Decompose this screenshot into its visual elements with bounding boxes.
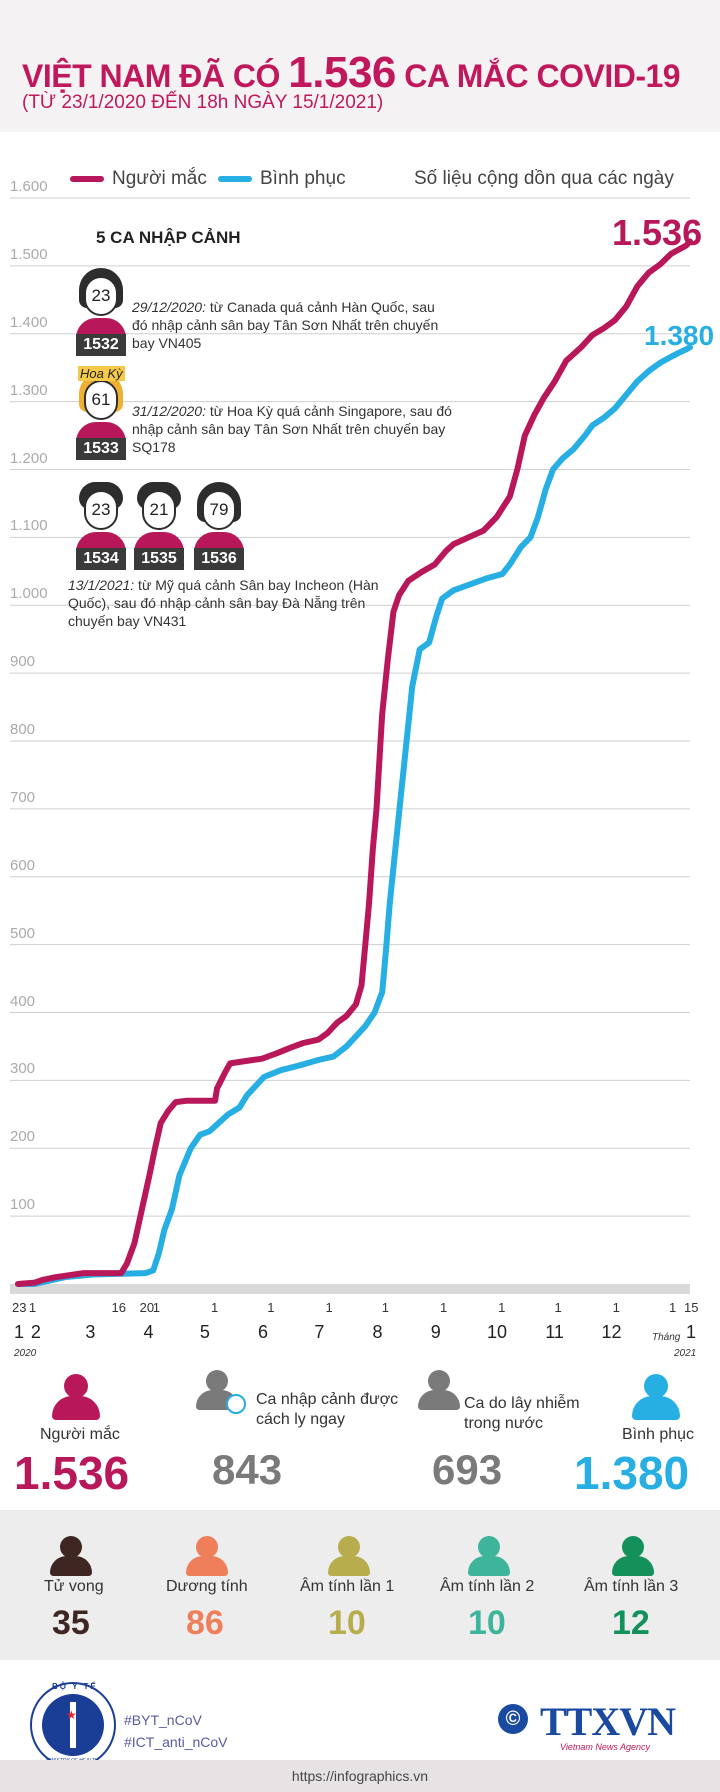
y-tick-label: 900	[10, 653, 36, 671]
chart-grid	[10, 197, 690, 1217]
stat-value-positive: 86	[186, 1604, 224, 1642]
legend-infected: Người mắc	[70, 168, 207, 190]
y-tick-label: 500	[10, 924, 36, 942]
stat-value-deaths: 35	[52, 1604, 90, 1642]
y-tick-label: 700	[10, 788, 36, 806]
case-avatar-1534: 23 1534	[76, 482, 126, 570]
y-tick-label: 1.000	[10, 585, 48, 603]
stat-value-domestic: 693	[432, 1446, 503, 1493]
legend-swatch-infected	[70, 175, 104, 182]
ttxvn-logo: TTXVN	[540, 1699, 676, 1744]
stat-label-infected: Người mắc	[40, 1426, 120, 1443]
x-month-label: 3	[85, 1322, 96, 1342]
x-month-label: 11	[545, 1322, 564, 1342]
header-band: VIỆT NAM ĐÃ CÓ 1.536 CA MẮC COVID-19 (TỪ…	[0, 0, 720, 132]
x-day-tick-label: 1	[28, 1300, 37, 1315]
legend-recovered: Bình phục	[218, 168, 346, 190]
y-tick-label: 1.400	[10, 313, 48, 331]
case-avatar-1536: 79 1536	[194, 482, 244, 570]
x-year-end: 2021	[674, 1348, 697, 1359]
case-avatar-1533: 61 1533	[76, 372, 126, 460]
stat-label-recovered: Bình phục	[622, 1426, 695, 1443]
x-day-tick-label: 1	[668, 1300, 677, 1315]
imported-title: 5 CA NHẬP CẢNH	[96, 228, 241, 247]
stat-label-domestic: Ca do lây nhiễm trong nước	[464, 1395, 580, 1432]
ministry-of-health-logo: ★ BỘ Y TẾ MINISTRY OF HEALTH	[30, 1682, 116, 1768]
x-month-label: 4	[143, 1322, 154, 1342]
x-day-tick-label: 1	[439, 1300, 448, 1315]
x-month-label: 1	[14, 1322, 25, 1342]
ttxvn-subtitle: Vietnam News Agency	[560, 1742, 651, 1752]
page-subtitle: (TỪ 23/1/2020 ĐẾN 18h NGÀY 15/1/2021)	[22, 92, 384, 113]
series-line-recovered	[15, 344, 693, 1287]
x-day-tick-label: 1	[210, 1300, 219, 1315]
x-day-tick-label: 23	[12, 1300, 27, 1315]
stat-label-negative-2: Âm tính lần 2	[440, 1578, 535, 1595]
stat-value-negative-3: 12	[612, 1604, 650, 1642]
x-day-tick-label: 1	[267, 1300, 275, 1315]
y-tick-label: 1.100	[10, 517, 48, 535]
case-note-1534-1536: 13/1/2021: từ Mỹ quá cảnh Sân bay Incheo…	[68, 577, 379, 629]
stat-value-imported: 843	[212, 1446, 283, 1493]
stat-value-infected: 1.536	[14, 1447, 130, 1499]
stat-value-negative-2: 10	[468, 1604, 506, 1642]
x-day-tick-label: 1	[325, 1300, 333, 1315]
y-tick-label: 100	[10, 1196, 36, 1214]
copyright-icon: ©	[498, 1704, 528, 1734]
stat-label-negative-1: Âm tính lần 1	[300, 1578, 395, 1595]
x-unit-label: Tháng	[652, 1332, 681, 1343]
x-month-label: 8	[372, 1322, 383, 1342]
y-tick-label: 1.300	[10, 381, 48, 399]
y-tick-label: 600	[10, 856, 36, 874]
page-title: VIỆT NAM ĐÃ CÓ 1.536 CA MẮC COVID-19	[22, 48, 681, 97]
x-day-tick-label: 1	[498, 1300, 506, 1315]
x-day-tick-label: 1	[554, 1300, 562, 1315]
x-month-label: 9	[430, 1322, 441, 1342]
x-day-tick-label: 1	[152, 1300, 161, 1315]
footer-url[interactable]: https://infographics.vn	[0, 1760, 720, 1792]
x-month-label: 10	[487, 1322, 508, 1342]
stat-label-positive: Dương tính	[166, 1578, 248, 1595]
case-avatar-1532: 23 1532	[76, 268, 126, 356]
x-day-tick-label: 15	[684, 1300, 699, 1315]
end-label-infected: 1.536	[612, 212, 703, 253]
x-month-label: 1	[686, 1322, 697, 1342]
y-tick-label: 800	[10, 721, 36, 738]
stat-value-negative-1: 10	[328, 1604, 366, 1642]
x-day-tick-label: 1	[612, 1300, 620, 1315]
hoa-ky-label: Hoa Kỳ	[78, 366, 125, 381]
y-tick-label: 1.600	[10, 178, 48, 195]
x-month-label: 5	[199, 1322, 210, 1342]
stat-label-deaths: Tử vong	[44, 1578, 104, 1595]
x-month-label: 6	[258, 1322, 269, 1342]
x-month-label: 7	[314, 1322, 325, 1342]
stat-label-imported: Ca nhập cảnh được cách ly ngay	[256, 1391, 399, 1428]
y-tick-label: 300	[10, 1060, 36, 1078]
x-year-start: 2020	[14, 1348, 37, 1359]
y-tick-label: 200	[10, 1128, 36, 1146]
x-day-tick-label: 1	[381, 1300, 390, 1315]
stats-band	[0, 1510, 720, 1660]
line-chart	[10, 197, 693, 1294]
case-note-1533: 31/12/2020: từ Hoa Kỳ quá cảnh Singapore…	[132, 403, 452, 455]
legend-swatch-recovered	[218, 175, 252, 182]
y-tick-label: 1.500	[10, 245, 48, 263]
y-tick-label: 400	[10, 992, 36, 1010]
stat-value-recovered: 1.380	[574, 1447, 690, 1499]
stat-label-negative-3: Âm tính lần 3	[584, 1578, 679, 1595]
hashtag-byt[interactable]: #BYT_nCoV	[124, 1712, 202, 1728]
x-day-tick-label: 20	[139, 1300, 155, 1315]
x-month-label: 12	[601, 1322, 622, 1342]
legend-note: Số liệu cộng dồn qua các ngày	[414, 168, 674, 189]
case-avatar-1535: 21 1535	[134, 482, 184, 570]
y-tick-label: 1.200	[10, 449, 48, 467]
series-line-infected	[15, 238, 693, 1287]
end-label-recovered: 1.380	[644, 320, 715, 351]
x-axis-band	[10, 1284, 690, 1294]
hashtag-ict[interactable]: #ICT_anti_nCoV	[124, 1734, 228, 1750]
x-day-tick-label: 16	[111, 1300, 126, 1315]
x-month-label: 2	[30, 1322, 41, 1342]
case-note-1532: 29/12/2020: từ Canada quá cảnh Hàn Quốc,…	[132, 299, 439, 351]
